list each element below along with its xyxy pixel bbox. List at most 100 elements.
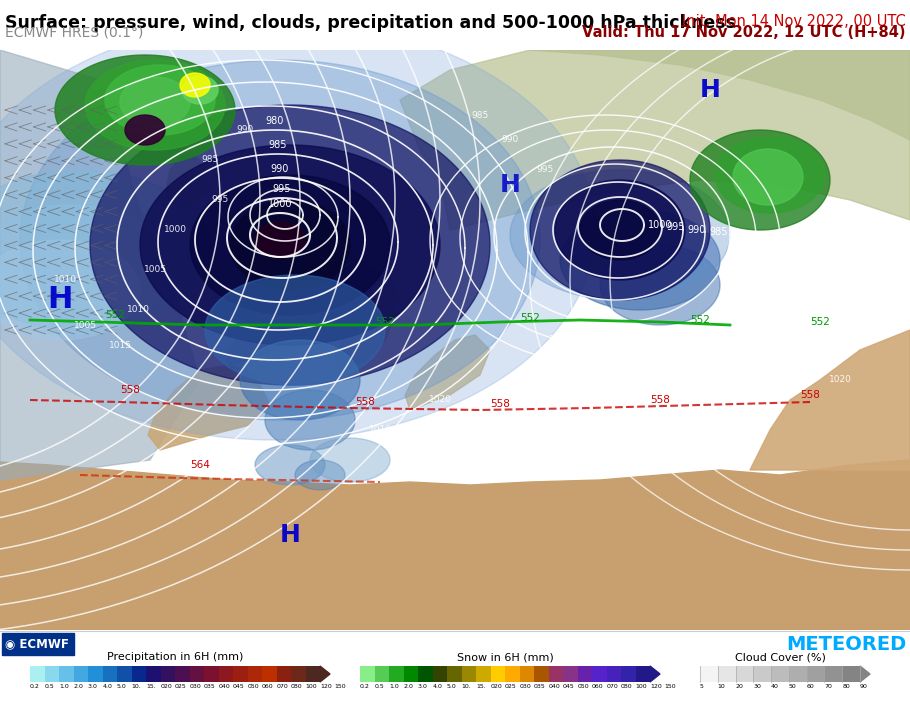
Polygon shape	[405, 335, 490, 410]
Text: 20: 20	[735, 684, 743, 689]
Text: 985: 985	[268, 140, 288, 150]
Bar	[277, 666, 291, 682]
Text: 995: 995	[666, 222, 684, 232]
Polygon shape	[105, 65, 215, 135]
Text: 558: 558	[650, 395, 670, 405]
Text: Precipitation in 6H (mm): Precipitation in 6H (mm)	[106, 652, 243, 662]
Polygon shape	[860, 666, 870, 682]
Text: 995: 995	[273, 184, 291, 194]
Polygon shape	[148, 365, 270, 450]
Bar	[534, 666, 549, 682]
Bar	[262, 666, 277, 682]
Text: 060: 060	[262, 684, 274, 689]
Polygon shape	[120, 77, 190, 127]
Bar	[175, 666, 189, 682]
Polygon shape	[190, 175, 390, 315]
Text: 995: 995	[211, 195, 228, 204]
Polygon shape	[650, 666, 660, 682]
Text: 1000: 1000	[268, 199, 292, 209]
Bar	[621, 666, 635, 682]
Text: 50: 50	[789, 684, 796, 689]
Text: 1020: 1020	[429, 395, 451, 405]
Polygon shape	[310, 438, 390, 482]
Text: 980: 980	[734, 230, 753, 240]
Text: 045: 045	[563, 684, 575, 689]
Polygon shape	[255, 445, 325, 485]
Polygon shape	[165, 150, 210, 210]
Polygon shape	[90, 105, 490, 385]
Text: 1005: 1005	[144, 266, 167, 275]
Polygon shape	[225, 265, 400, 365]
Bar	[132, 666, 146, 682]
Text: 40: 40	[771, 684, 779, 689]
Text: 1010: 1010	[549, 336, 571, 344]
Polygon shape	[140, 145, 440, 345]
Bar	[563, 666, 578, 682]
Bar	[718, 666, 735, 682]
Polygon shape	[180, 73, 210, 97]
Text: 050: 050	[578, 684, 589, 689]
Text: 80: 80	[843, 684, 850, 689]
Text: 1000: 1000	[164, 226, 187, 234]
Bar	[189, 666, 204, 682]
Polygon shape	[715, 137, 825, 213]
Text: 552: 552	[105, 310, 125, 320]
Polygon shape	[0, 205, 170, 335]
Text: 040: 040	[218, 684, 230, 689]
Text: 120: 120	[320, 684, 332, 689]
Polygon shape	[750, 330, 910, 470]
Text: 5.0: 5.0	[447, 684, 457, 689]
Text: 990: 990	[271, 164, 289, 174]
Polygon shape	[20, 60, 540, 420]
Text: 558: 558	[120, 385, 140, 395]
Text: 0.5: 0.5	[45, 684, 55, 689]
Bar	[418, 666, 432, 682]
Bar	[117, 666, 132, 682]
Bar	[146, 666, 160, 682]
Polygon shape	[580, 200, 660, 260]
Text: 1010: 1010	[126, 305, 149, 315]
Text: Cloud Cover (%): Cloud Cover (%)	[734, 652, 825, 662]
Polygon shape	[205, 275, 385, 385]
Text: 15.: 15.	[146, 684, 156, 689]
Text: Snow in 6H (mm): Snow in 6H (mm)	[457, 652, 553, 662]
Text: 020: 020	[160, 684, 172, 689]
Text: 050: 050	[248, 684, 259, 689]
Text: 5.0: 5.0	[117, 684, 126, 689]
Text: 90: 90	[860, 684, 868, 689]
Bar	[103, 666, 117, 682]
Text: 985: 985	[471, 111, 489, 119]
Text: 1025: 1025	[858, 295, 882, 305]
Bar	[291, 666, 306, 682]
Text: 1000: 1000	[648, 220, 672, 230]
Polygon shape	[600, 245, 720, 325]
Bar	[592, 666, 606, 682]
Text: 045: 045	[233, 684, 245, 689]
Polygon shape	[265, 390, 355, 450]
Text: 558: 558	[490, 399, 510, 409]
Bar	[635, 666, 650, 682]
Text: 070: 070	[606, 684, 618, 689]
Bar	[549, 666, 563, 682]
Text: 995: 995	[536, 165, 553, 175]
Text: 0.2: 0.2	[30, 684, 40, 689]
Polygon shape	[560, 210, 720, 310]
Polygon shape	[0, 240, 140, 340]
Text: 0.5: 0.5	[375, 684, 384, 689]
Text: 120: 120	[650, 684, 662, 689]
Text: 025: 025	[175, 684, 187, 689]
Polygon shape	[0, 20, 595, 440]
Text: 1005: 1005	[74, 320, 96, 329]
Bar	[30, 666, 45, 682]
Bar	[432, 666, 447, 682]
Bar	[520, 666, 534, 682]
Bar	[447, 666, 461, 682]
Bar	[700, 666, 718, 682]
Polygon shape	[400, 50, 910, 230]
Bar	[606, 666, 621, 682]
Text: 070: 070	[277, 684, 288, 689]
Text: 10: 10	[718, 684, 725, 689]
Text: 080: 080	[291, 684, 303, 689]
Polygon shape	[555, 180, 685, 280]
Bar	[578, 666, 592, 682]
